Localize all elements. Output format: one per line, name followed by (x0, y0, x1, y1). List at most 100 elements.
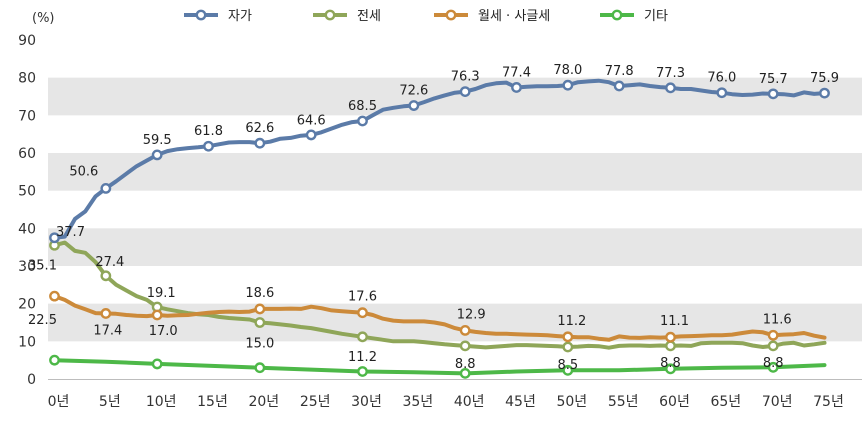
series-marker (357, 366, 368, 377)
data-label: 72.6 (399, 84, 428, 99)
legend-marker (445, 9, 457, 21)
series-marker (767, 329, 779, 341)
series-marker (665, 331, 676, 343)
x-tick-label: 30년 (351, 394, 382, 410)
y-axis-unit: (%) (32, 11, 55, 26)
series-marker (459, 86, 471, 98)
series-marker (100, 270, 112, 282)
data-label: 8.8 (455, 357, 476, 372)
series-marker (49, 290, 60, 302)
series-marker (562, 331, 574, 343)
y-tick-label: 0 (27, 372, 36, 388)
data-label: 78.0 (553, 63, 582, 78)
data-label: 77.4 (502, 65, 531, 80)
series-marker (511, 82, 522, 93)
data-label: 17.6 (348, 290, 377, 305)
data-label: 35.1 (28, 258, 57, 273)
series-marker (305, 129, 317, 141)
data-label: 62.6 (245, 121, 274, 136)
data-label: 17.4 (93, 323, 122, 338)
series-marker (203, 140, 214, 152)
data-label: 75.9 (810, 71, 839, 86)
series-line (52, 294, 827, 342)
y-tick-label: 80 (18, 71, 36, 87)
data-label: 59.5 (143, 133, 172, 148)
x-tick-label: 45년 (505, 394, 536, 410)
series-marker (459, 340, 471, 352)
data-label: 15.0 (245, 337, 274, 352)
data-label: 37.7 (56, 225, 85, 240)
data-label: 64.6 (297, 114, 326, 129)
y-tick-label: 20 (18, 297, 36, 313)
series-marker (562, 79, 574, 91)
series-marker (459, 325, 471, 336)
legend-label: 기타 (644, 9, 668, 24)
x-tick-label: 70년 (762, 394, 793, 410)
grid-band (48, 77, 862, 116)
x-tick-label: 65년 (710, 394, 741, 410)
x-axis-ticks: 0년 5년 10년 15년 20년 25년 30년 35년 40년 45년 50년 55년 60년 65년… (48, 394, 844, 410)
data-label: 11.2 (557, 314, 586, 329)
x-tick-label: 20년 (248, 394, 279, 410)
data-label: 17.0 (149, 324, 178, 339)
x-tick-label: 15년 (197, 394, 228, 410)
data-label: 8.5 (557, 358, 578, 373)
series-marker (254, 317, 266, 328)
x-tick-label: 35년 (402, 394, 433, 410)
series-group (49, 78, 830, 379)
data-label: 22.5 (28, 313, 57, 328)
legend-label: 자가 (228, 9, 252, 24)
series-line (52, 78, 827, 240)
series-marker (665, 363, 676, 375)
series-marker (357, 115, 368, 127)
series-marker (100, 308, 112, 319)
y-tick-label: 60 (18, 146, 36, 162)
y-tick-label: 10 (18, 334, 36, 350)
series-marker (665, 340, 676, 352)
x-tick-label: 40년 (454, 394, 485, 410)
grid-band (48, 228, 862, 266)
grid-band (48, 153, 862, 191)
series-marker (716, 87, 728, 99)
series-marker (357, 331, 368, 343)
data-label: 11.6 (763, 312, 792, 327)
x-tick-label: 10년 (146, 394, 177, 410)
series-marker (562, 341, 574, 353)
data-label: 8.8 (660, 356, 681, 371)
series-marker (49, 232, 60, 244)
y-tick-label: 30 (18, 259, 36, 275)
series-marker (151, 358, 163, 370)
x-tick-label: 55년 (608, 394, 639, 410)
series-marker (357, 307, 368, 319)
data-label: 8.8 (763, 356, 784, 371)
data-labels: 37.7 50.6 59.5 61.8 62.6 64.6 68.5 72.6 76.3 77.4… (28, 63, 839, 373)
series-marker (665, 82, 676, 94)
data-label: 11.2 (348, 350, 377, 365)
grid-bands (48, 77, 862, 380)
x-tick-label: 60년 (659, 394, 690, 410)
data-label: 75.7 (759, 72, 788, 87)
series-marker (562, 364, 574, 376)
series-marker (151, 149, 163, 161)
series-marker (767, 88, 779, 100)
legend-label: 월세 · 사글세 (478, 9, 550, 24)
series-marker (49, 354, 60, 366)
data-label: 19.1 (147, 286, 176, 301)
x-tick-label: 0년 (48, 394, 70, 410)
series-marker (254, 362, 266, 374)
data-label: 61.8 (194, 124, 223, 139)
series-marker (819, 87, 830, 99)
legend: 자가 전세 월세 · 사글세 기타 (184, 9, 668, 24)
y-axis-ticks: 0 10 20 30 40 50 60 70 80 90 (18, 33, 36, 388)
x-tick-label: 50년 (556, 394, 587, 410)
y-tick-label: 50 (18, 184, 36, 200)
series-marker (408, 100, 420, 111)
series-marker (459, 367, 471, 379)
data-label: 68.5 (348, 99, 377, 114)
series-marker (767, 361, 779, 373)
data-label: 77.8 (605, 64, 634, 79)
series-marker (100, 183, 112, 194)
data-label: 50.6 (69, 164, 98, 179)
data-label: 18.6 (245, 286, 274, 301)
